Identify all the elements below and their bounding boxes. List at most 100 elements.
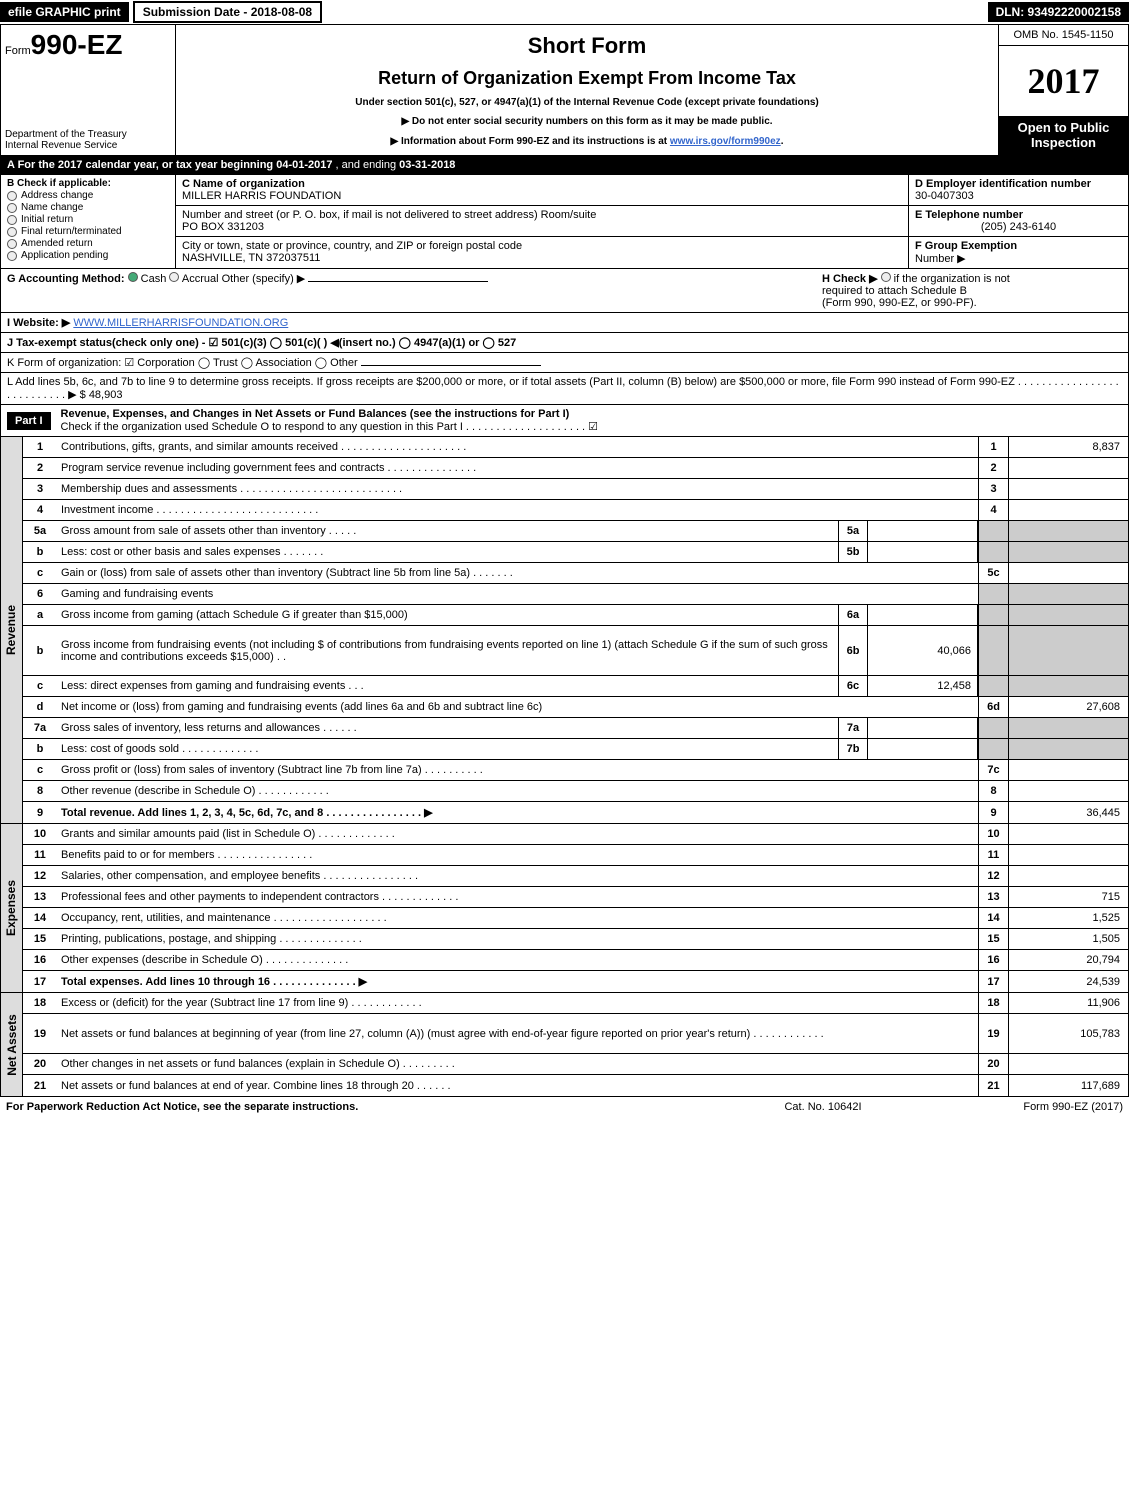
c-name-label: C Name of organization xyxy=(182,178,908,190)
accrual-label: Accrual xyxy=(182,273,219,285)
t: Other changes in net assets or fund bala… xyxy=(57,1054,978,1074)
revenue-lines: 1Contributions, gifts, grants, and simil… xyxy=(23,437,1128,823)
rn-grey xyxy=(978,739,1008,759)
line-6a: aGross income from gaming (attach Schedu… xyxy=(23,605,1128,626)
part1-header-row: Part I Revenue, Expenses, and Changes in… xyxy=(0,405,1129,437)
h-block: H Check ▶ if the organization is not req… xyxy=(822,272,1122,309)
footer-cat-no: Cat. No. 10642I xyxy=(723,1101,923,1113)
side-revenue-label: Revenue xyxy=(5,605,19,655)
irs-link[interactable]: www.irs.gov/form990ez xyxy=(670,136,781,147)
rn: 4 xyxy=(978,500,1008,520)
chk-initial-return[interactable]: Initial return xyxy=(7,214,169,225)
line-17: 17Total expenses. Add lines 10 through 1… xyxy=(23,971,1128,992)
n: 18 xyxy=(23,993,57,1013)
side-expenses: Expenses xyxy=(1,824,23,992)
line-5b: bLess: cost or other basis and sales exp… xyxy=(23,542,1128,563)
k-other-input[interactable] xyxy=(361,365,541,366)
n: 3 xyxy=(23,479,57,499)
t-bold: Total revenue. Add lines 1, 2, 3, 4, 5c,… xyxy=(61,806,433,819)
rv-grey xyxy=(1008,584,1128,604)
open-line2: Inspection xyxy=(1003,135,1124,151)
chk-address-change[interactable]: Address change xyxy=(7,190,169,201)
rv xyxy=(1008,845,1128,865)
open-to-public: Open to Public Inspection xyxy=(999,116,1128,155)
mv xyxy=(868,521,978,541)
h-txt1: if the organization is not xyxy=(894,273,1010,285)
n: d xyxy=(23,697,57,717)
d-label: D Employer identification number xyxy=(915,178,1122,190)
line-7b: bLess: cost of goods sold . . . . . . . … xyxy=(23,739,1128,760)
mn: 6b xyxy=(838,626,868,675)
org-name: MILLER HARRIS FOUNDATION xyxy=(182,190,908,202)
submission-date-button[interactable]: Submission Date - 2018-08-08 xyxy=(133,1,322,23)
mn: 6a xyxy=(838,605,868,625)
rv xyxy=(1008,866,1128,886)
line-6c: cLess: direct expenses from gaming and f… xyxy=(23,676,1128,697)
dln-label: DLN: 93492220002158 xyxy=(988,2,1129,22)
side-revenue: Revenue xyxy=(1,437,23,823)
rv: 8,837 xyxy=(1008,437,1128,457)
subtitle-3: ▶ Information about Form 990-EZ and its … xyxy=(184,136,990,147)
t: Gaming and fundraising events xyxy=(57,584,978,604)
line-19: 19Net assets or fund balances at beginni… xyxy=(23,1014,1128,1054)
line-6b: bGross income from fundraising events (n… xyxy=(23,626,1128,676)
t: Excess or (deficit) for the year (Subtra… xyxy=(57,993,978,1013)
rn: 3 xyxy=(978,479,1008,499)
section-bcdef: B Check if applicable: Address change Na… xyxy=(0,175,1129,269)
n: 7a xyxy=(23,718,57,738)
n: 19 xyxy=(23,1014,57,1053)
chk-application-pending[interactable]: Application pending xyxy=(7,250,169,261)
page-footer: For Paperwork Reduction Act Notice, see … xyxy=(0,1097,1129,1117)
chk-final-return[interactable]: Final return/terminated xyxy=(7,226,169,237)
cash-label: Cash xyxy=(141,273,167,285)
rn: 9 xyxy=(978,802,1008,823)
website-link[interactable]: WWW.MILLERHARRISFOUNDATION.ORG xyxy=(73,317,288,329)
radio-cash-icon[interactable] xyxy=(128,272,138,282)
col-e: E Telephone number (205) 243-6140 xyxy=(908,206,1128,236)
rn: 11 xyxy=(978,845,1008,865)
col-f: F Group Exemption Number ▶ xyxy=(908,237,1128,268)
radio-icon xyxy=(7,191,17,201)
e-label: E Telephone number xyxy=(915,209,1122,221)
rv: 105,783 xyxy=(1008,1014,1128,1053)
expenses-lines: 10Grants and similar amounts paid (list … xyxy=(23,824,1128,992)
n: 5a xyxy=(23,521,57,541)
t: Gross sales of inventory, less returns a… xyxy=(57,718,838,738)
n: c xyxy=(23,676,57,696)
mv: 12,458 xyxy=(868,676,978,696)
rn-grey xyxy=(978,605,1008,625)
t: Net assets or fund balances at end of ye… xyxy=(57,1075,978,1096)
rv xyxy=(1008,1054,1128,1074)
other-specify-input[interactable] xyxy=(308,281,488,282)
k-text: K Form of organization: ☑ Corporation ◯ … xyxy=(7,357,358,369)
open-line1: Open to Public xyxy=(1003,120,1124,136)
radio-accrual-icon[interactable] xyxy=(169,272,179,282)
street-value: PO BOX 331203 xyxy=(182,221,908,233)
chk-name-change[interactable]: Name change xyxy=(7,202,169,213)
chk-amended-return[interactable]: Amended return xyxy=(7,238,169,249)
part1-title: Revenue, Expenses, and Changes in Net As… xyxy=(61,408,570,420)
rn: 5c xyxy=(978,563,1008,583)
t: Less: direct expenses from gaming and fu… xyxy=(57,676,838,696)
revenue-section: Revenue 1Contributions, gifts, grants, a… xyxy=(0,437,1129,824)
l-text: L Add lines 5b, 6c, and 7b to line 9 to … xyxy=(7,376,1119,401)
n: 2 xyxy=(23,458,57,478)
rn: 12 xyxy=(978,866,1008,886)
efile-print-button[interactable]: efile GRAPHIC print xyxy=(0,2,129,22)
header-right: OMB No. 1545-1150 2017 Open to Public In… xyxy=(998,25,1128,155)
mn: 7b xyxy=(838,739,868,759)
h-pre: H Check ▶ xyxy=(822,273,878,285)
t: Net income or (loss) from gaming and fun… xyxy=(57,697,978,717)
line-5a: 5aGross amount from sale of assets other… xyxy=(23,521,1128,542)
line-12: 12Salaries, other compensation, and empl… xyxy=(23,866,1128,887)
app-pending-label: Application pending xyxy=(21,250,108,261)
header-mid: Short Form Return of Organization Exempt… xyxy=(176,25,998,155)
i-label: I Website: ▶ xyxy=(7,317,70,329)
row-c-street: Number and street (or P. O. box, if mail… xyxy=(176,206,1128,237)
line-8: 8Other revenue (describe in Schedule O) … xyxy=(23,781,1128,802)
t: Other revenue (describe in Schedule O) .… xyxy=(57,781,978,801)
mn: 5a xyxy=(838,521,868,541)
form-number: Form990-EZ xyxy=(5,29,171,61)
footer-form-ref: Form 990-EZ (2017) xyxy=(923,1101,1123,1113)
radio-h-icon[interactable] xyxy=(881,272,891,282)
